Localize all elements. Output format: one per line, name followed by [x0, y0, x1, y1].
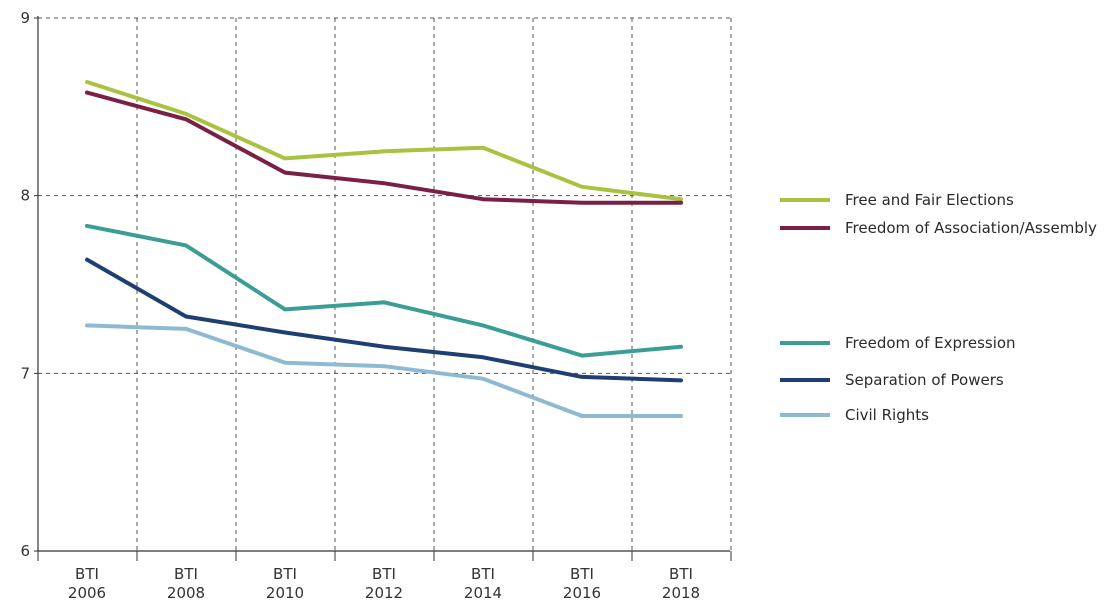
x-tick-label-line2: 2010 [266, 584, 304, 602]
x-tick-label-line2: 2012 [365, 584, 403, 602]
legend-label: Separation of Powers [845, 371, 1004, 389]
y-tick-label: 9 [20, 9, 30, 27]
series-line-1 [85, 90, 683, 205]
x-tick-label-line1: BTI [471, 565, 495, 583]
legend-label: Freedom of Expression [845, 334, 1016, 352]
x-tick-label-line2: 2006 [68, 584, 106, 602]
series-line-2 [85, 223, 683, 358]
legend-label: Freedom of Association/Assembly [845, 219, 1097, 237]
y-axis-ticks: 6 7 8 9 [20, 9, 30, 560]
legend: Free and Fair Elections Freedom of Associ… [780, 191, 1097, 424]
series-line-0 [85, 80, 683, 202]
legend-label: Civil Rights [845, 406, 929, 424]
x-tick-label-line1: BTI [372, 565, 396, 583]
y-tick-label: 8 [20, 187, 30, 205]
legend-label: Free and Fair Elections [845, 191, 1014, 209]
x-axis-ticks: BTI2006BTI2008BTI2010BTI2012BTI2014BTI20… [68, 565, 700, 602]
x-tick-label-line1: BTI [174, 565, 198, 583]
y-tick-label: 6 [20, 542, 30, 560]
series-lines [85, 80, 683, 418]
x-tick-label-line2: 2018 [662, 584, 700, 602]
x-tick-label-line2: 2016 [563, 584, 601, 602]
x-tick-label-line1: BTI [669, 565, 693, 583]
x-tick-label-line2: 2014 [464, 584, 502, 602]
x-tick-label-line2: 2008 [167, 584, 205, 602]
series-line-3 [85, 257, 683, 383]
x-tick-label-line1: BTI [273, 565, 297, 583]
x-tick-label-line1: BTI [570, 565, 594, 583]
x-tick-label-line1: BTI [75, 565, 99, 583]
series-line-4 [85, 323, 683, 418]
y-tick-label: 7 [20, 364, 30, 382]
axes [34, 16, 732, 561]
